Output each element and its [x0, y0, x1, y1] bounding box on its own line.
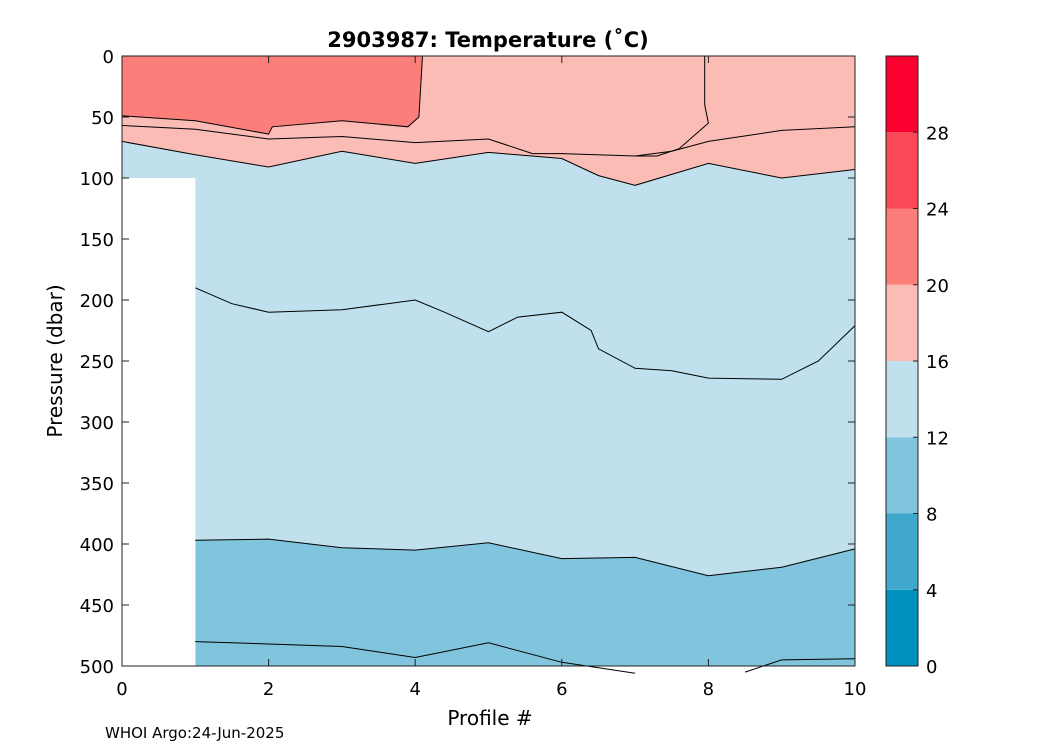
x-axis: 0 2 4 6 8 10 — [116, 56, 866, 700]
colorbar-segment — [886, 361, 918, 438]
y-axis: 0 50 100 150 200 250 300 350 400 450 500 — [80, 47, 855, 678]
chart-title: 2903987: Temperature (˚C) — [327, 28, 648, 52]
y-tick-label: 150 — [80, 230, 114, 251]
colorbar-segment — [886, 513, 918, 590]
colorbar-segment — [886, 284, 918, 361]
colorbar-segment — [886, 56, 918, 133]
contour-line-18 — [121, 125, 856, 157]
contour-line-8 — [744, 658, 856, 673]
colorbar-tick-label: 28 — [926, 123, 949, 144]
x-tick-label: 2 — [263, 679, 274, 700]
y-tick-label: 250 — [80, 352, 114, 373]
y-tick-label: 200 — [80, 291, 114, 312]
colorbar: 0 4 8 12 16 20 24 28 — [885, 55, 949, 678]
y-tick-label: 300 — [80, 413, 114, 434]
x-axis-label: Profile # — [447, 706, 532, 730]
x-tick-label: 0 — [116, 679, 127, 700]
colorbar-segment — [886, 437, 918, 514]
y-tick-label: 350 — [80, 474, 114, 495]
contour-line-12 — [195, 538, 856, 577]
no-data-region — [122, 178, 196, 666]
region-12-16 — [122, 141, 855, 576]
colorbar-tick-label: 20 — [926, 276, 949, 297]
region-8-12 — [195, 539, 856, 666]
colorbar-tick-label: 0 — [926, 657, 937, 678]
colorbar-tick-label: 16 — [926, 352, 949, 373]
plot-area — [122, 56, 856, 666]
region-20-24 — [122, 56, 423, 135]
footer-credit: WHOI Argo:24-Jun-2025 — [105, 724, 285, 742]
y-tick-label: 500 — [80, 657, 114, 678]
y-tick-label: 400 — [80, 535, 114, 556]
y-tick-label: 50 — [91, 108, 114, 129]
contour-line-18 — [635, 56, 709, 157]
y-tick-label: 100 — [80, 169, 114, 190]
colorbar-segment — [886, 132, 918, 209]
colorbar-tick-label: 24 — [926, 200, 949, 221]
colorbar-tick-label: 8 — [926, 505, 937, 526]
x-tick-label: 10 — [844, 679, 867, 700]
colorbar-segment — [886, 208, 918, 285]
contour-line-14 — [195, 287, 856, 380]
contour-line-16 — [121, 140, 856, 186]
x-tick-label: 4 — [409, 679, 420, 700]
x-tick-label: 8 — [703, 679, 714, 700]
colorbar-segment — [886, 589, 918, 666]
colorbar-tick-label: 4 — [926, 581, 937, 602]
colorbar-tick-label: 12 — [926, 428, 949, 449]
y-axis-label: Pressure (dbar) — [43, 284, 67, 437]
y-tick-label: 0 — [103, 47, 114, 68]
y-tick-label: 450 — [80, 596, 114, 617]
x-tick-label: 6 — [556, 679, 567, 700]
contour-line-20 — [121, 55, 423, 135]
